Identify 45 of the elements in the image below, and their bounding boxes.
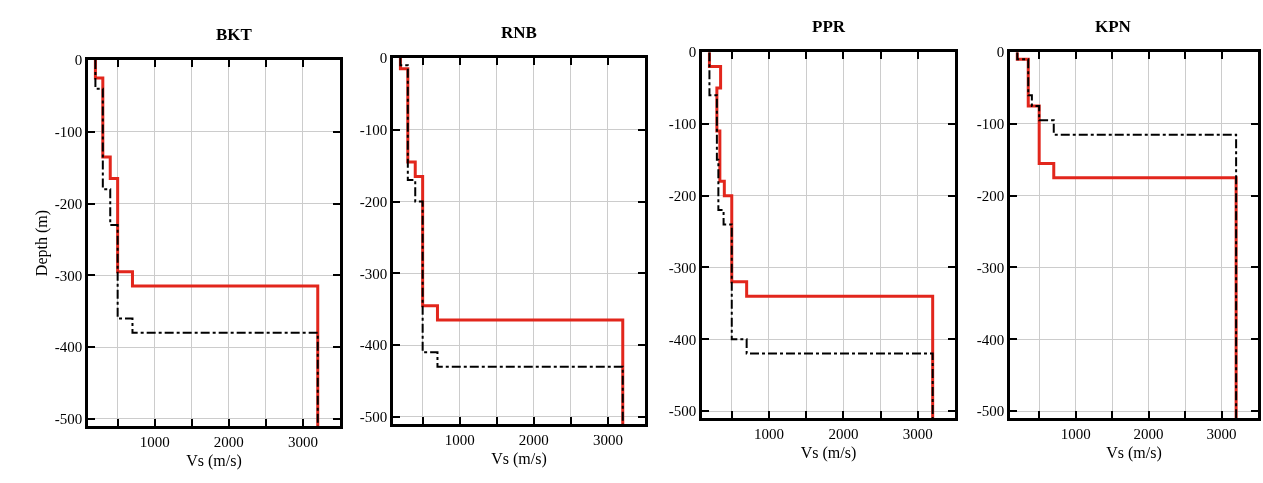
x-tick-label: 1000	[444, 431, 475, 448]
y-tick-label: -400	[54, 339, 83, 356]
y-tick-label: -200	[976, 187, 1005, 204]
x-tick-label: 1000	[139, 433, 170, 450]
x-tick-label: 2000	[518, 431, 549, 448]
x-tick-label: 2000	[1133, 425, 1164, 442]
x-axis-title: Vs (m/s)	[491, 449, 547, 468]
x-tick-label: 1000	[753, 425, 784, 442]
x-tick-label: 3000	[902, 425, 933, 442]
y-tick-label: -300	[976, 259, 1005, 276]
y-tick-label: -500	[359, 409, 388, 426]
chart-title: RNB	[501, 23, 537, 42]
y-tick-label: -200	[54, 195, 83, 212]
x-tick-label: 2000	[828, 425, 859, 442]
y-tick-label: -400	[359, 337, 388, 354]
y-tick-label: 0	[996, 44, 1005, 61]
x-axis-title: Vs (m/s)	[1106, 443, 1162, 462]
x-tick-label: 3000	[592, 431, 623, 448]
y-tick-label: -400	[976, 331, 1005, 348]
x-tick-label: 3000	[1206, 425, 1237, 442]
y-tick-label: 0	[688, 44, 697, 61]
chart-title: BKT	[216, 25, 253, 44]
y-tick-label: -300	[359, 265, 388, 282]
y-tick-label: -100	[976, 116, 1005, 133]
y-axis-title: Depth (m)	[32, 209, 51, 277]
x-axis-title: Vs (m/s)	[800, 443, 857, 462]
y-tick-label: -300	[668, 259, 697, 276]
y-tick-label: -100	[668, 116, 697, 133]
x-tick-label: 1000	[1060, 425, 1091, 442]
y-tick-label: 0	[74, 52, 83, 69]
x-tick-label: 3000	[287, 433, 318, 450]
y-tick-label: -300	[54, 267, 83, 284]
y-tick-label: -200	[668, 187, 697, 204]
y-tick-label: 0	[379, 50, 388, 67]
y-tick-label: -200	[359, 193, 388, 210]
y-tick-label: -500	[976, 403, 1005, 420]
x-axis-title: Vs (m/s)	[186, 451, 242, 470]
y-tick-label: -400	[668, 331, 697, 348]
x-tick-label: 2000	[213, 433, 244, 450]
chart-title: PPR	[812, 17, 846, 36]
y-tick-label: -500	[668, 403, 697, 420]
y-tick-label: -100	[359, 122, 388, 139]
y-tick-label: -100	[54, 124, 83, 141]
y-tick-label: -500	[54, 411, 83, 428]
chart-title: KPN	[1095, 17, 1132, 36]
